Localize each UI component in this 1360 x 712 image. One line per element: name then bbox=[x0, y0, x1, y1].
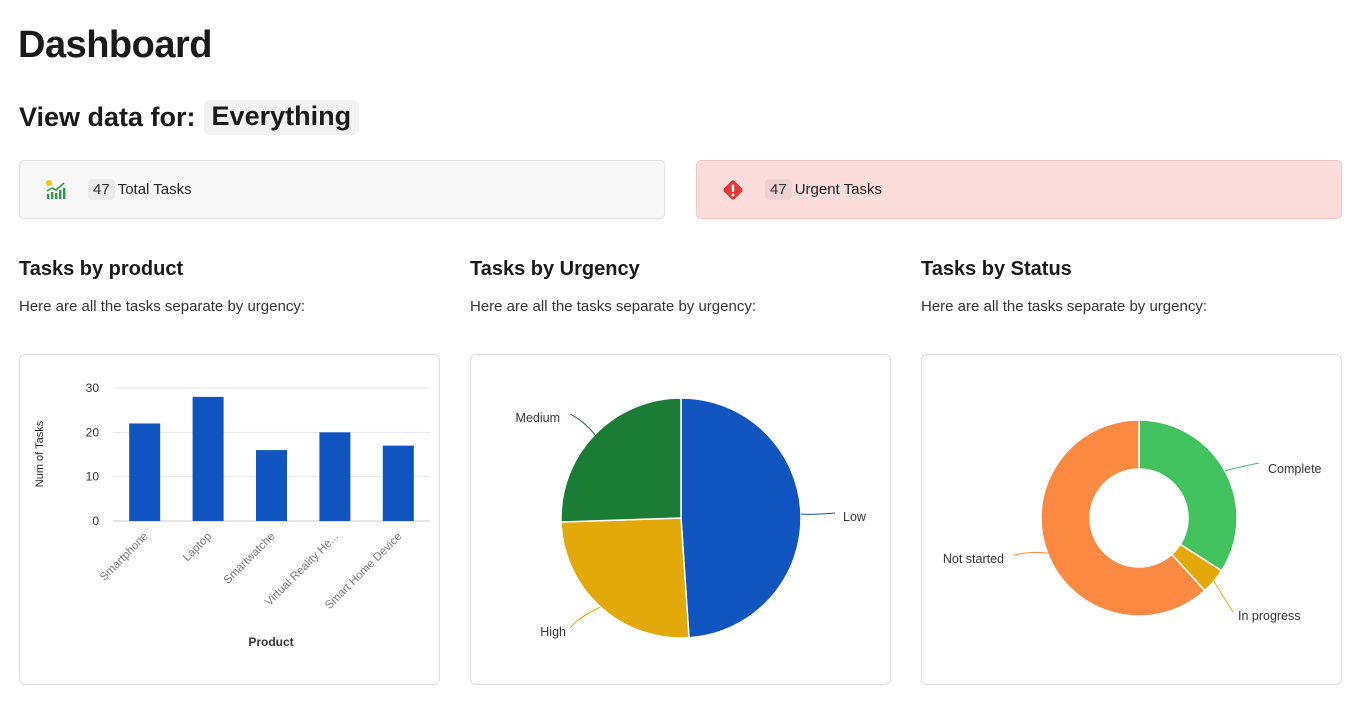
label-leader-line bbox=[569, 413, 596, 435]
y-tick-label: 10 bbox=[86, 470, 100, 484]
bar bbox=[256, 450, 287, 521]
y-tick-label: 30 bbox=[86, 381, 100, 395]
bar bbox=[192, 396, 224, 521]
x-tick-label: Laptop bbox=[181, 531, 214, 564]
section-tasks-by-status: Tasks by Status Here are all the tasks s… bbox=[921, 258, 1342, 315]
slice-label: Complete bbox=[1268, 462, 1322, 476]
view-filter-label: View data for: bbox=[19, 102, 196, 132]
urgent-tasks-card[interactable]: 47 Urgent Tasks bbox=[696, 160, 1342, 219]
label-leader-line bbox=[1213, 581, 1234, 613]
pie-slice bbox=[1040, 419, 1206, 617]
pie-slice bbox=[560, 397, 682, 523]
total-tasks-card[interactable]: 47 Total Tasks bbox=[19, 160, 665, 219]
urgency-pie-chart: Low High Medium bbox=[516, 397, 867, 639]
section-subtitle: Here are all the tasks separate by urgen… bbox=[19, 298, 305, 315]
y-tick-label: 20 bbox=[86, 425, 100, 439]
section-tasks-by-product: Tasks by product Here are all the tasks … bbox=[19, 258, 440, 315]
section-title: Tasks by product bbox=[19, 258, 184, 280]
section-tasks-by-urgency: Tasks by Urgency Here are all the tasks … bbox=[470, 258, 891, 315]
urgency-pie-card: Low High Medium bbox=[470, 354, 891, 685]
view-filter-select[interactable]: Everything bbox=[203, 100, 360, 135]
view-filter: View data for: Everything bbox=[19, 100, 360, 135]
bar bbox=[129, 423, 161, 521]
status-donut-card: Complete In progress Not started bbox=[921, 354, 1342, 685]
label-leader-line bbox=[1224, 462, 1260, 472]
label-leader-line bbox=[800, 512, 836, 515]
bar bbox=[382, 445, 414, 521]
pie-slice bbox=[1138, 419, 1238, 572]
bar bbox=[319, 432, 351, 521]
section-subtitle: Here are all the tasks separate by urgen… bbox=[921, 298, 1207, 315]
bar-chart-card: 0 10 20 30 Smartphone Laptop Smartwatche Virtua… bbox=[19, 354, 440, 685]
urgent-tasks-label: Urgent Tasks bbox=[794, 181, 882, 198]
total-tasks-count: 47 bbox=[88, 179, 115, 200]
total-tasks-label: Total Tasks bbox=[117, 181, 192, 198]
warning-diamond-icon bbox=[721, 178, 745, 202]
pie-slice bbox=[560, 517, 690, 639]
y-axis-label: Num of Tasks bbox=[34, 420, 46, 487]
page-title: Dashboard bbox=[18, 24, 212, 66]
x-tick-label: Smartphone bbox=[98, 531, 151, 584]
slice-label: In progress bbox=[1238, 609, 1301, 623]
label-leader-line bbox=[1013, 551, 1048, 556]
x-tick-label: Smartwatche bbox=[222, 531, 278, 587]
y-tick-label: 0 bbox=[92, 514, 99, 528]
chart-trend-icon bbox=[44, 178, 68, 202]
label-leader-line bbox=[569, 606, 601, 629]
urgent-tasks-count: 47 bbox=[765, 179, 792, 200]
slice-label: High bbox=[540, 625, 566, 639]
slice-label: Low bbox=[843, 510, 867, 524]
slice-label: Medium bbox=[516, 411, 560, 425]
section-subtitle: Here are all the tasks separate by urgen… bbox=[470, 298, 756, 315]
x-axis-label: Product bbox=[248, 635, 293, 649]
slice-label: Not started bbox=[943, 552, 1004, 566]
status-donut-chart: Complete In progress Not started bbox=[943, 419, 1322, 623]
section-title: Tasks by Urgency bbox=[470, 258, 640, 280]
section-title: Tasks by Status bbox=[921, 258, 1072, 280]
pie-slice bbox=[680, 397, 802, 639]
